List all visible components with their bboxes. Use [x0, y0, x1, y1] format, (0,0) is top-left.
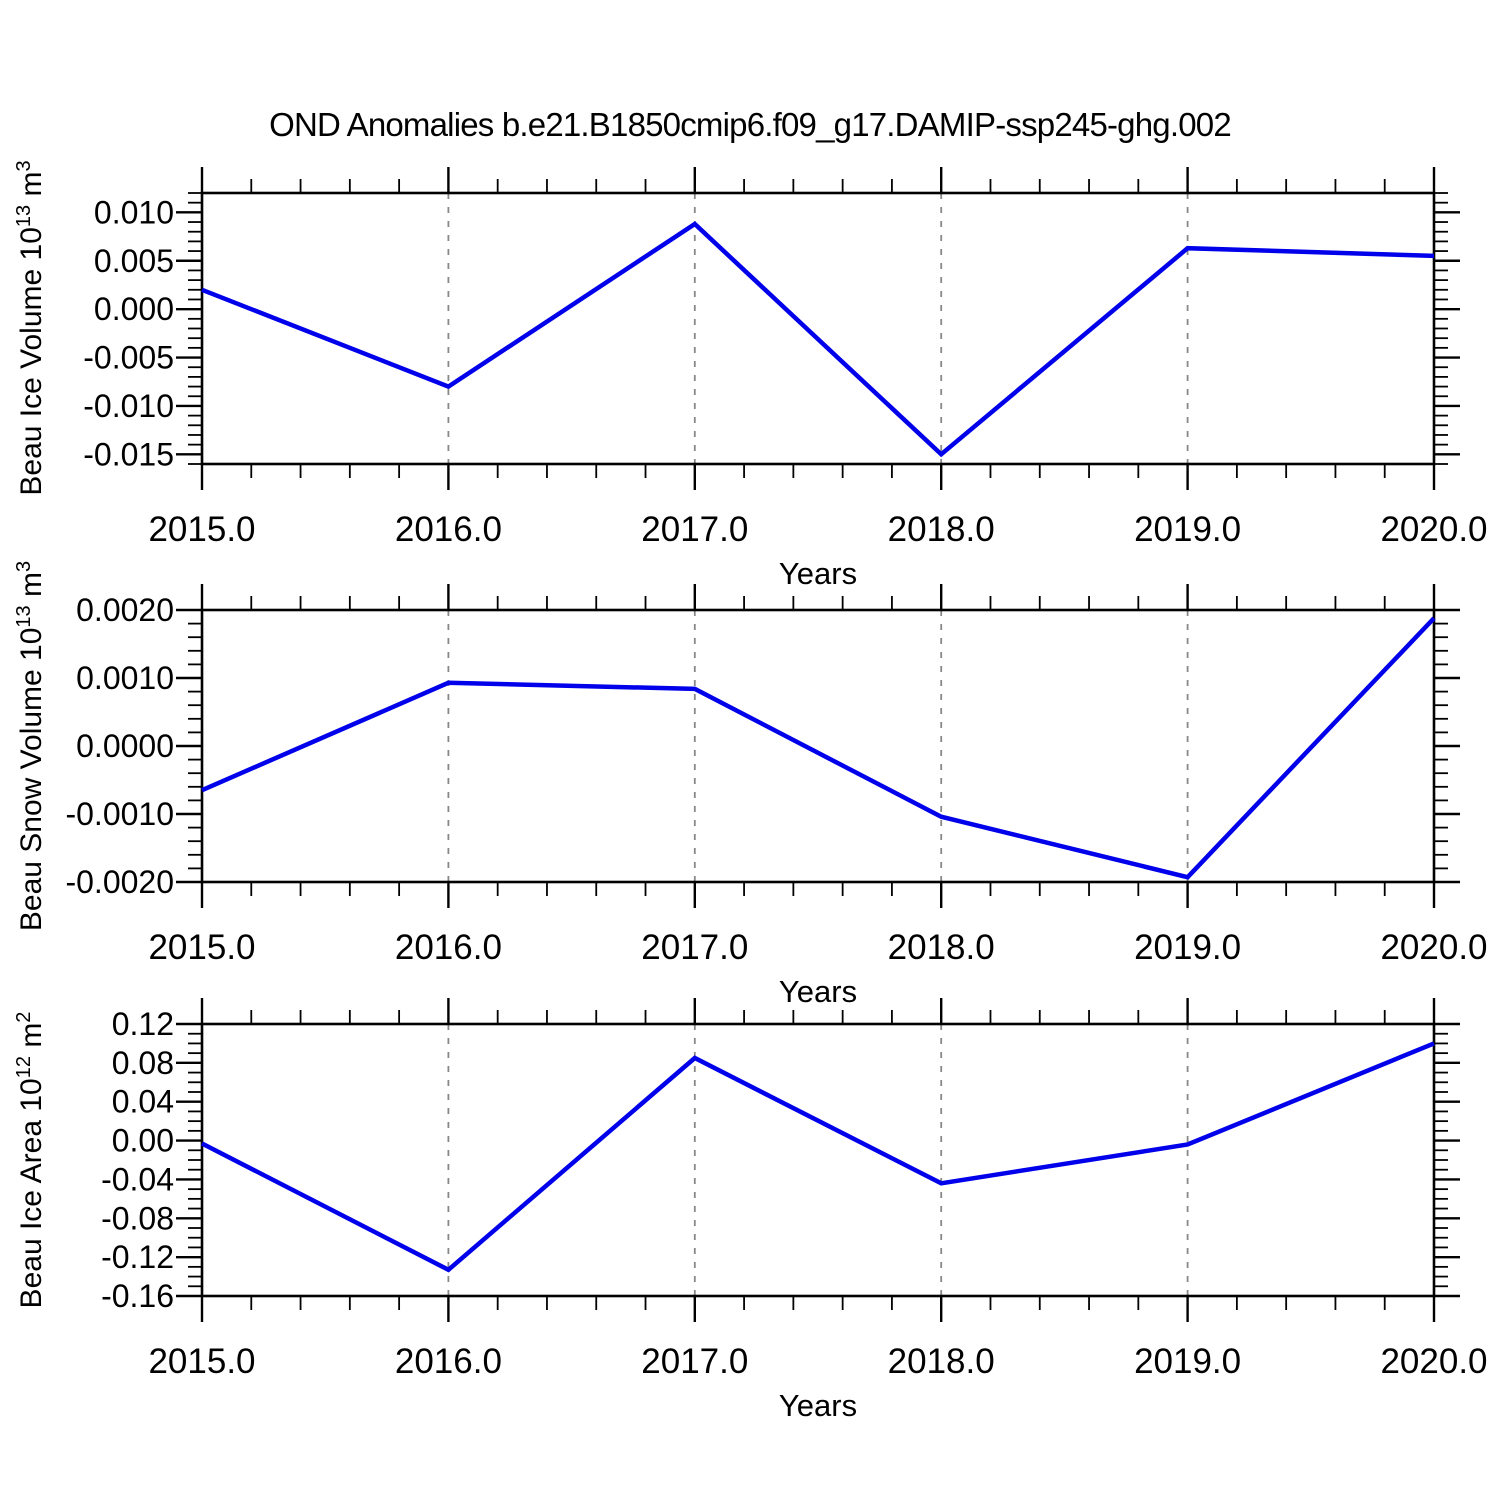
y-axis-title-text: Beau Ice Volume 10 — [15, 227, 48, 496]
y-tick-label: 0.04 — [112, 1084, 174, 1120]
y-axis-title-unit: m — [15, 1022, 48, 1057]
y-tick-label: -0.0020 — [65, 864, 174, 900]
y-tick-label: -0.04 — [101, 1161, 174, 1197]
x-tick-label: 2018.0 — [888, 510, 995, 549]
panel-x-tick-labels: 2015.0 2016.0 2017.0 2018.0 2019.0 2020.0 — [148, 1342, 1487, 1381]
x-tick-label: 2019.0 — [1134, 510, 1241, 549]
panel-y-tick-labels: 0.120.080.040.00-0.04-0.08-0.12-0.16 — [101, 1006, 174, 1314]
panel-beau-ice-area: 0.120.080.040.00-0.04-0.08-0.12-0.16 2015… — [101, 998, 1488, 1381]
x-tick-label: 2016.0 — [395, 510, 502, 549]
x-axis-title: Years — [778, 1388, 858, 1423]
panel-gridlines — [447, 610, 1189, 882]
x-tick-label: 2020.0 — [1380, 510, 1487, 549]
y-axis-title-ice-area: Beau Ice Area 1012 m2 — [13, 1012, 49, 1309]
x-tick-label: 2018.0 — [888, 928, 995, 967]
y-axis-title-text: Beau Ice Area 10 — [15, 1078, 48, 1309]
x-tick-label: 2016.0 — [395, 1342, 502, 1381]
y-tick-label: -0.005 — [83, 340, 174, 376]
panel-gridlines — [447, 1024, 1189, 1296]
y-axis-title-unit-exponent: 3 — [13, 560, 35, 572]
x-tick-label: 2015.0 — [148, 928, 255, 967]
y-axis-title-exponent: 13 — [13, 204, 35, 228]
panel-border — [200, 191, 1436, 466]
y-axis-title-unit-exponent: 3 — [13, 160, 35, 172]
panel-border — [200, 1022, 1436, 1298]
x-tick-label: 2019.0 — [1134, 1342, 1241, 1381]
x-tick-label: 2020.0 — [1380, 928, 1487, 967]
data-line-beau-ice-volume — [201, 221, 1435, 458]
y-axis-title-snow-volume: Beau Snow Volume 1013 m3 — [13, 561, 49, 931]
panel-y-tick-labels: 0.010 0.005 0.000 -0.005 -0.010 -0.015 — [83, 194, 174, 472]
y-axis-title-unit-exponent: 2 — [13, 1011, 35, 1023]
chart-title: OND Anomalies b.e21.B1850cmip6.f09_g17.D… — [269, 106, 1232, 143]
y-axis-title-unit: m — [15, 171, 48, 205]
x-tick-label: 2017.0 — [641, 1342, 748, 1381]
panel-gridlines — [447, 193, 1189, 464]
y-tick-label: -0.12 — [101, 1239, 174, 1275]
y-tick-label: 0.005 — [94, 243, 174, 279]
x-tick-label: 2017.0 — [641, 510, 748, 549]
x-axis-title: Years — [778, 556, 858, 591]
y-tick-label: 0.00 — [112, 1123, 174, 1159]
panel-ticks — [176, 167, 1460, 490]
y-tick-label: 0.0010 — [76, 660, 174, 696]
y-tick-label: 0.12 — [112, 1006, 174, 1042]
y-axis-title-unit: m — [15, 572, 48, 606]
x-tick-label: 2020.0 — [1380, 1342, 1487, 1381]
panel-x-tick-labels: 2015.0 2016.0 2017.0 2018.0 2019.0 2020.0 — [148, 510, 1487, 549]
y-tick-label: 0.0000 — [76, 728, 174, 764]
y-tick-label: 0.0020 — [76, 592, 174, 628]
y-axis-title-ice-volume: Beau Ice Volume 1013 m3 — [13, 160, 49, 495]
x-tick-label: 2017.0 — [641, 928, 748, 967]
x-tick-label: 2016.0 — [395, 928, 502, 967]
y-tick-label: -0.015 — [83, 436, 174, 472]
x-tick-label: 2018.0 — [888, 1342, 995, 1381]
y-tick-label: -0.08 — [101, 1200, 174, 1236]
data-line-beau-snow-volume — [201, 616, 1436, 880]
y-tick-label: -0.0010 — [65, 796, 174, 832]
y-axis-title-exponent: 12 — [13, 1056, 35, 1079]
x-axis-title: Years — [778, 974, 858, 1009]
panel-ticks — [176, 584, 1460, 908]
y-axis-title-text: Beau Snow Volume 10 — [15, 627, 48, 932]
y-axis-title-exponent: 13 — [13, 605, 35, 628]
x-tick-label: 2019.0 — [1134, 928, 1241, 967]
panel-x-tick-labels: 2015.0 2016.0 2017.0 2018.0 2019.0 2020.0 — [148, 928, 1487, 967]
y-tick-label: -0.010 — [83, 388, 174, 424]
y-tick-label: 0.000 — [94, 291, 174, 327]
panel-border — [200, 608, 1436, 884]
x-tick-label: 2015.0 — [148, 510, 255, 549]
panel-ticks — [176, 998, 1460, 1322]
y-tick-label: -0.16 — [101, 1278, 174, 1314]
panel-y-tick-labels: 0.0020 0.0010 0.0000 -0.0010 -0.0020 — [65, 592, 174, 900]
x-tick-label: 2015.0 — [148, 1342, 255, 1381]
y-tick-label: 0.08 — [112, 1045, 174, 1081]
data-line-beau-ice-area — [200, 1041, 1435, 1273]
y-tick-label: 0.010 — [94, 194, 174, 230]
